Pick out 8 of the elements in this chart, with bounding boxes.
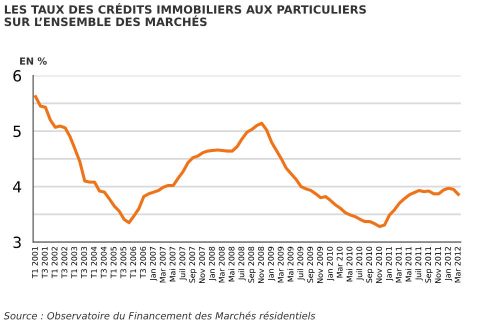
chart-title: LES TAUX DES CRÉDITS IMMOBILIERS AUX PARTICULIERS SUR L’ENSEMBLE DES MARCHÉS bbox=[4, 3, 366, 26]
y-tick-label: 5 bbox=[13, 126, 21, 138]
y-tick-label: 6 bbox=[13, 70, 22, 82]
line-series bbox=[34, 95, 460, 228]
y-axis-title: EN % bbox=[20, 57, 47, 65]
y-tick-label: 4 bbox=[13, 181, 22, 192]
source-note: Source : Observatoire du Financement des Marchés résidentiels bbox=[4, 312, 316, 320]
y-tick-label: 3 bbox=[13, 236, 21, 248]
